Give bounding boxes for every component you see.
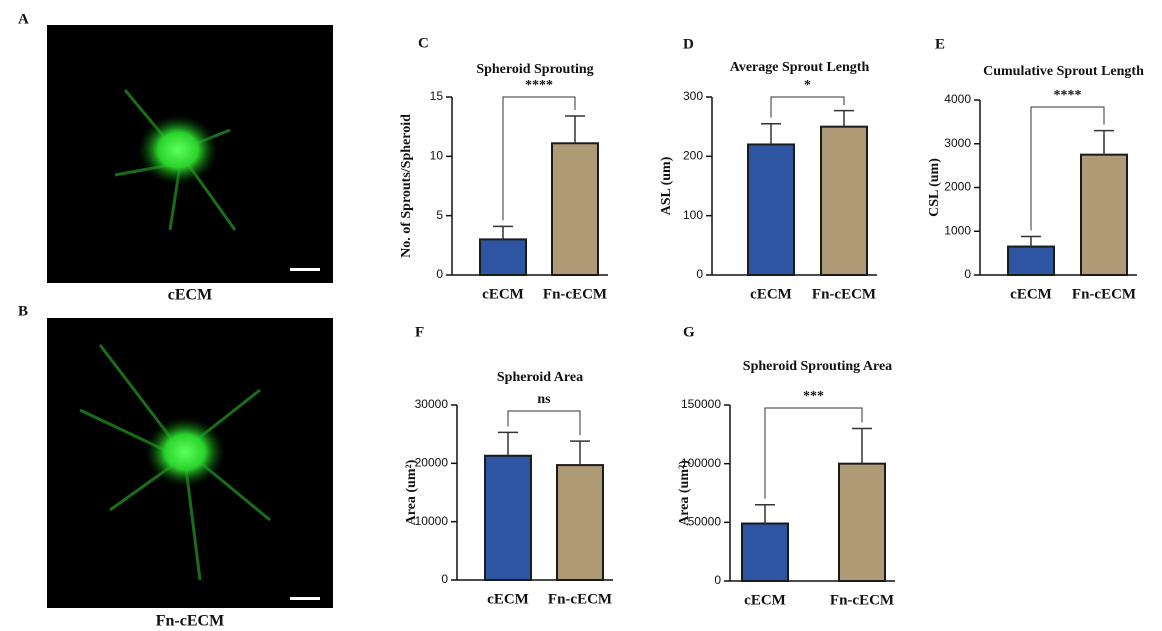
error-bar xyxy=(565,115,585,144)
y-tick-label: 50000 xyxy=(688,515,722,529)
chart-title: Average Sprout Length xyxy=(730,60,870,75)
error-bar xyxy=(761,122,781,145)
significance-bracket xyxy=(507,410,581,436)
y-tick-label: 10 xyxy=(430,149,444,163)
y-axis-label: Area (um²) xyxy=(404,459,419,525)
error-bar xyxy=(834,109,854,127)
chart-title: Cumulative Sprout Length xyxy=(983,64,1144,79)
x-tick-label: Fn-cECM xyxy=(812,286,876,302)
y-tick-label: 100 xyxy=(683,208,703,222)
bar xyxy=(747,143,795,276)
y-tick-label: 5 xyxy=(436,208,443,222)
x-tick-label: cECM xyxy=(744,592,786,608)
scale-bar xyxy=(290,597,320,600)
significance-bracket xyxy=(1030,106,1105,231)
y-tick-label: 150000 xyxy=(681,397,721,411)
y-tick-label: 4000 xyxy=(944,92,971,106)
panel-letter: B xyxy=(18,303,28,319)
panel-letter: F xyxy=(415,324,424,340)
y-tick-label: 0 xyxy=(714,573,721,587)
panel-letter: E xyxy=(935,36,945,52)
error-bar xyxy=(493,225,513,240)
x-tick-label: Fn-cECM xyxy=(548,591,612,607)
significance-label: **** xyxy=(1054,88,1082,103)
y-axis-label: CSL (um) xyxy=(927,158,942,217)
significance-label: * xyxy=(804,78,811,93)
spheroid xyxy=(138,115,218,185)
bar xyxy=(556,464,604,582)
x-tick-label: Fn-cECM xyxy=(830,592,894,608)
y-tick-label: 1000 xyxy=(944,223,971,237)
significance-bracket xyxy=(502,96,576,221)
error-bar xyxy=(1021,235,1041,247)
error-bar xyxy=(755,503,775,524)
bar xyxy=(1080,153,1128,276)
y-tick-label: 0 xyxy=(964,267,971,281)
y-tick-label: 100000 xyxy=(681,456,721,470)
significance-label: ns xyxy=(537,392,551,407)
y-tick-label: 20000 xyxy=(415,456,449,470)
bar xyxy=(1007,245,1055,276)
image-caption: cECM xyxy=(168,287,212,304)
panel-letter: A xyxy=(18,11,29,27)
scale-bar xyxy=(290,268,320,271)
x-tick-label: cECM xyxy=(1010,286,1052,302)
y-tick-label: 0 xyxy=(696,267,703,281)
error-bar xyxy=(852,427,872,464)
significance-label: **** xyxy=(525,78,553,93)
significance-bracket xyxy=(770,96,845,118)
error-bar xyxy=(498,431,518,456)
y-tick-label: 10000 xyxy=(415,514,449,528)
significance-bracket xyxy=(764,407,863,499)
panel-letter: D xyxy=(683,36,694,52)
chart-title: Spheroid Sprouting xyxy=(476,62,593,77)
x-tick-label: cECM xyxy=(482,286,524,302)
y-axis-label: ASL (um) xyxy=(659,156,674,215)
y-tick-label: 0 xyxy=(436,267,443,281)
error-bar xyxy=(1094,129,1114,155)
chart-title: Spheroid Area xyxy=(497,370,583,385)
error-bar xyxy=(570,440,590,466)
y-tick-label: 2000 xyxy=(944,180,971,194)
y-axis-label: Area (um²) xyxy=(677,460,692,526)
y-axis-label: No. of Sprouts/Spheroid xyxy=(399,114,414,258)
y-tick-label: 30000 xyxy=(415,397,449,411)
bar xyxy=(838,462,886,582)
spheroid xyxy=(145,417,225,487)
x-tick-label: Fn-cECM xyxy=(543,286,607,302)
panel-letter: G xyxy=(683,324,695,340)
y-tick-label: 200 xyxy=(683,149,703,163)
bar xyxy=(820,125,868,276)
bar xyxy=(479,238,527,276)
bar xyxy=(484,454,532,581)
x-tick-label: Fn-cECM xyxy=(1072,286,1136,302)
panel-letter: C xyxy=(418,35,429,51)
bar xyxy=(741,522,789,582)
y-tick-label: 300 xyxy=(683,89,703,103)
chart-title: Spheroid Sprouting Area xyxy=(743,359,892,374)
y-tick-label: 0 xyxy=(441,572,448,586)
y-tick-label: 15 xyxy=(430,89,444,103)
image-caption: Fn-cECM xyxy=(156,613,224,630)
significance-label: *** xyxy=(803,389,824,404)
x-tick-label: cECM xyxy=(750,286,792,302)
x-tick-label: cECM xyxy=(487,591,529,607)
y-tick-label: 3000 xyxy=(944,136,971,150)
bar xyxy=(551,142,599,276)
